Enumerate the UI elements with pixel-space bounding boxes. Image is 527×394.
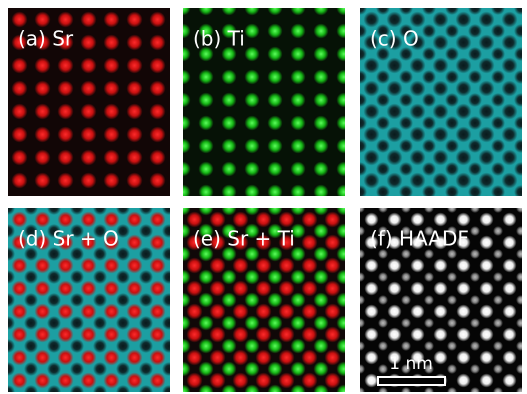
panel-label: (a) Sr (18, 27, 74, 51)
scale-bar-label: 1 nm (389, 354, 433, 374)
panel-label: (c) O (370, 27, 419, 51)
panel-label: (d) Sr + O (18, 227, 119, 251)
panel-label: (b) Ti (193, 27, 245, 51)
page: (a) Sr (b) Ti (c) O (d) Sr + O (e) Sr + … (0, 0, 527, 394)
panel-label: (e) Sr + Ti (193, 227, 295, 251)
figure: (a) Sr (b) Ti (c) O (d) Sr + O (e) Sr + … (0, 0, 527, 394)
scale-bar (378, 377, 445, 385)
panel-label: (f) HAADF (370, 227, 469, 251)
